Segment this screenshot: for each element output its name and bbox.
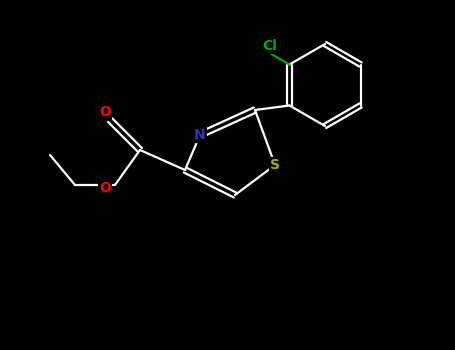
Text: O: O <box>99 105 111 119</box>
Text: S: S <box>270 158 280 172</box>
Text: N: N <box>194 128 206 142</box>
Text: Cl: Cl <box>263 39 278 53</box>
Text: O: O <box>99 181 111 195</box>
